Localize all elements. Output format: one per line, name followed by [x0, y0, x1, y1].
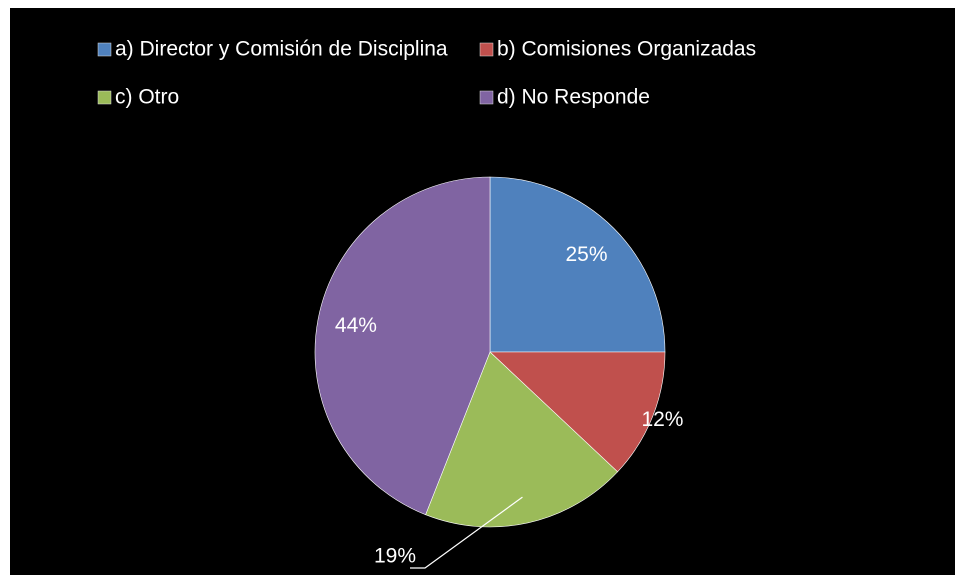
legend-label: a) Director y Comisión de Disciplina: [115, 38, 448, 61]
leader-line: [410, 496, 523, 569]
legend-label: d) No Responde: [497, 86, 650, 109]
legend-swatch: [479, 42, 494, 57]
data-label: 44%: [335, 314, 377, 337]
data-label: 25%: [566, 243, 608, 266]
legend-swatch: [97, 42, 112, 57]
legend-label: b) Comisiones Organizadas: [497, 38, 756, 61]
pie-slice: [425, 351, 618, 528]
data-label: 19%: [374, 545, 416, 568]
pie-slice: [314, 176, 491, 516]
data-label: 12%: [641, 408, 683, 431]
pie-slice: [489, 351, 666, 473]
legend-label: c) Otro: [115, 86, 179, 109]
pie-slice: [489, 176, 666, 353]
legend-swatch: [97, 90, 112, 105]
legend-swatch: [479, 90, 494, 105]
